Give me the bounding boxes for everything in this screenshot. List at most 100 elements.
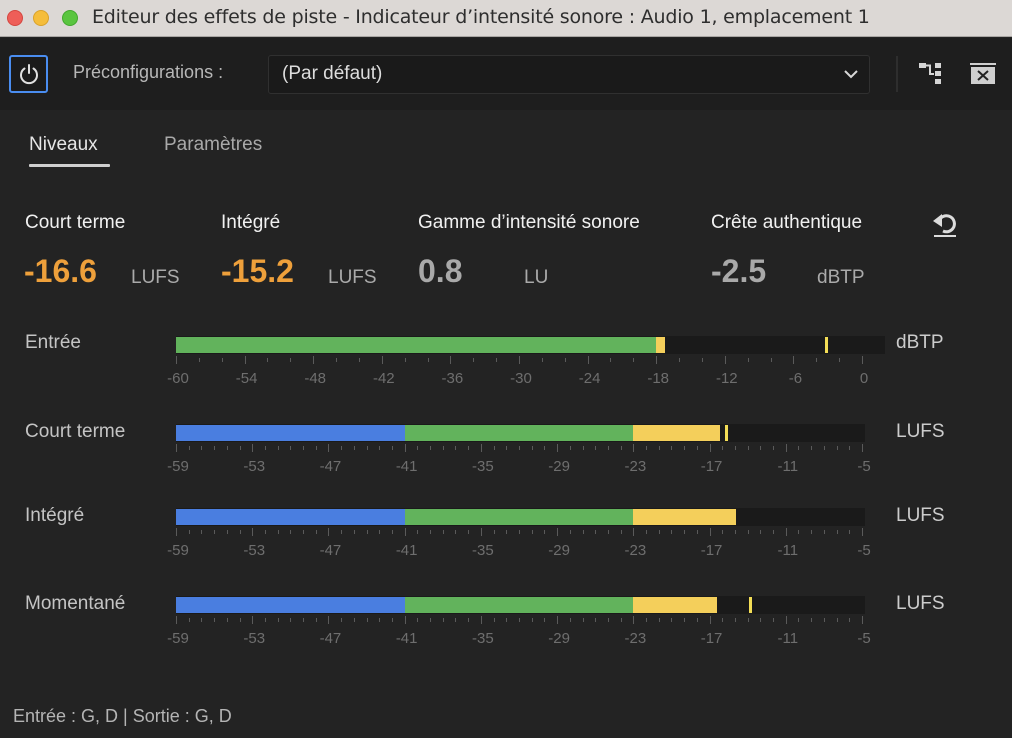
scale-tick-label: -53 [243, 630, 266, 647]
meter-segment-green [404, 597, 634, 613]
meter-scale: -59 -53 -47 -41 -35 -29 -23 -17 -11 -5 [167, 458, 871, 476]
meter-segment-yellow [633, 509, 737, 525]
scale-tick-label: -35 [472, 458, 494, 475]
scale-tick-label: -36 [441, 370, 464, 387]
peak-hold-marker [748, 597, 752, 613]
scale-tick-label: -11 [777, 458, 799, 475]
scale-tick-label: -41 [395, 630, 418, 647]
scale-tick-label: -59 [167, 542, 189, 559]
power-icon [19, 64, 38, 85]
meter-unit: LUFS [896, 505, 945, 526]
preset-selected-value: (Par défaut) [282, 63, 383, 84]
scale-tick-label: -29 [548, 630, 570, 647]
stat-label-integrated: Intégré [221, 212, 281, 233]
scale-tick-label: -23 [624, 630, 647, 647]
scale-tick-label: -53 [243, 542, 266, 559]
scale-tick-label: -23 [624, 542, 647, 559]
scale-tick-label: -59 [167, 458, 189, 475]
scale-tick-label: -59 [167, 630, 189, 647]
meter-label: Court terme [25, 421, 126, 442]
scale-tick-label: -29 [548, 542, 570, 559]
chevron-down-icon [844, 70, 858, 79]
window-close-button[interactable] [7, 10, 23, 26]
stat-label-short-term: Court terme [25, 212, 126, 233]
scale-tick-label: -47 [319, 458, 342, 475]
stat-label-loudness-range: Gamme d’intensité sonore [418, 212, 640, 233]
meter-scale: -59 -53 -47 -41 -35 -29 -23 -17 -11 -5 [167, 542, 871, 560]
scale-tick-label: -12 [715, 370, 738, 387]
scale-tick-label: -41 [395, 542, 418, 559]
meter-bar [176, 508, 865, 526]
tab-niveaux[interactable]: Niveaux [29, 134, 98, 155]
meter-ticks [176, 528, 863, 536]
effect-toolbar: Préconfigurations : (Par défaut) [0, 38, 1012, 110]
stat-unit-loudness-range: LU [524, 267, 549, 288]
peak-hold-marker [825, 337, 829, 353]
scale-tick-label: -11 [777, 630, 799, 647]
meter-scale: -60 -54 -48 -42 -36 -30 -24 -18 -12 -6 0 [167, 370, 868, 388]
routing-button[interactable] [917, 60, 947, 88]
meter-segment-yellow [633, 425, 720, 441]
stat-unit-true-peak: dBTP [817, 267, 865, 288]
meter-bar [176, 424, 865, 442]
meter-label: Intégré [25, 505, 85, 526]
meter-segment-green [404, 509, 634, 525]
stat-unit-integrated: LUFS [328, 267, 377, 288]
meter-unit: LUFS [896, 421, 945, 442]
meter-segment-green [404, 425, 634, 441]
io-channels-status: Entrée : G, D | Sortie : G, D [13, 706, 232, 726]
meter-label: Entrée [25, 332, 81, 353]
scale-tick-label: -47 [319, 542, 342, 559]
scale-tick-label: -30 [510, 370, 532, 387]
meter-segment-yellow [656, 337, 666, 353]
reset-icon [933, 214, 956, 237]
reset-button[interactable] [929, 210, 961, 240]
scale-tick-label: 0 [859, 370, 869, 387]
remove-effect-button[interactable] [968, 60, 998, 88]
scale-tick-label: -53 [243, 458, 266, 475]
tab-parametres[interactable]: Paramètres [164, 134, 263, 155]
scale-tick-label: -23 [624, 458, 647, 475]
scale-tick-label: -5 [857, 458, 871, 475]
scale-tick-label: -17 [700, 630, 723, 647]
stat-value-loudness-range: 0.8 [418, 253, 463, 289]
scale-tick-label: -54 [235, 370, 258, 387]
meter-segment-blue [176, 425, 405, 441]
loudness-meter-panel: Niveaux Paramètres Court terme -16.6 LUF… [0, 110, 1012, 738]
close-panel-icon [970, 63, 996, 84]
stat-unit-short-term: LUFS [131, 267, 180, 288]
scale-tick-label: -35 [472, 630, 494, 647]
window-title: Editeur des effets de piste - Indicateur… [92, 6, 870, 28]
scale-tick-label: -48 [304, 370, 327, 387]
meter-bar [176, 596, 865, 614]
scale-tick-label: -6 [788, 370, 803, 387]
scale-tick-label: -60 [167, 370, 189, 387]
scale-tick-label: -5 [857, 542, 871, 559]
stat-label-true-peak: Crête authentique [711, 212, 863, 233]
scale-tick-label: -41 [395, 458, 418, 475]
scale-tick-label: -18 [647, 370, 670, 387]
power-button[interactable] [9, 55, 48, 93]
scale-tick-label: -42 [372, 370, 395, 387]
toolbar-divider [896, 56, 898, 92]
meter-segment-green [176, 337, 657, 353]
meter-scale: -59 -53 -47 -41 -35 -29 -23 -17 -11 -5 [167, 630, 871, 648]
meter-label: Momentané [25, 593, 126, 614]
scale-tick-label: -35 [472, 542, 494, 559]
peak-hold-marker [724, 425, 728, 441]
routing-icon [919, 63, 941, 84]
presets-label: Préconfigurations : [73, 62, 224, 82]
active-tab-indicator [29, 164, 110, 167]
window-maximize-button[interactable] [62, 10, 78, 26]
scale-tick-label: -17 [700, 542, 723, 559]
window-minimize-button[interactable] [33, 10, 49, 26]
meter-ticks [176, 444, 863, 452]
scale-tick-label: -11 [777, 542, 799, 559]
stat-value-true-peak: -2.5 [711, 253, 767, 289]
stat-value-short-term: -16.6 [24, 253, 97, 289]
meter-segment-yellow [633, 597, 718, 613]
scale-tick-label: -47 [319, 630, 342, 647]
meter-ticks [176, 356, 863, 364]
meter-unit: LUFS [896, 593, 945, 614]
presets-dropdown[interactable]: (Par défaut) [268, 55, 870, 94]
